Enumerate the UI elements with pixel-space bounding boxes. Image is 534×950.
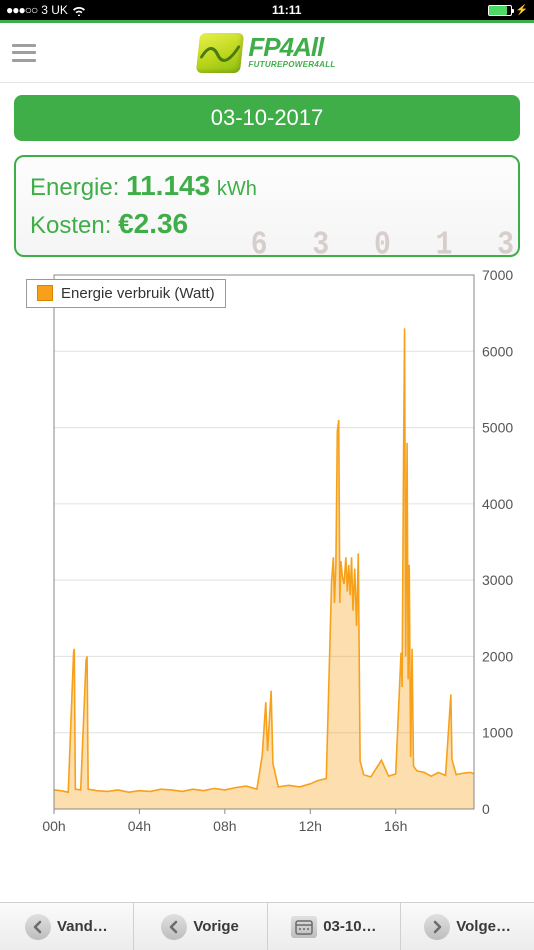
svg-text:16h: 16h (384, 818, 407, 834)
chart-legend: Energie verbruik (Watt) (26, 279, 226, 308)
chart-canvas: 0 1000 2000 3000 4000 5000 6000 7000 00h 04h 08h 12… (14, 269, 520, 855)
cost-label: Kosten: (30, 212, 111, 239)
signal-dots: ●●●○○ (6, 3, 37, 17)
nav-label: Vorige (193, 918, 239, 935)
nav-label: Volge… (456, 918, 511, 935)
svg-text:08h: 08h (213, 818, 236, 834)
nav-label: 03-10… (323, 918, 376, 935)
logo-badge-icon (196, 33, 244, 73)
charging-icon: ⚡ (516, 5, 528, 16)
calendar-icon (291, 916, 317, 938)
arrow-right-icon (424, 914, 450, 940)
brand-logo: FP4All FUTUREPOWER4ALL (36, 33, 498, 73)
brand-tagline: FUTUREPOWER4ALL (248, 60, 335, 69)
svg-text:3000: 3000 (482, 572, 513, 588)
status-bar: ●●●○○ 3 UK 11:11 ⚡ (0, 0, 534, 20)
svg-text:6000: 6000 (482, 343, 513, 359)
svg-text:0: 0 (482, 801, 490, 817)
app-header: FP4All FUTUREPOWER4ALL (0, 23, 534, 83)
energy-unit: kWh (217, 178, 257, 200)
svg-text:7000: 7000 (482, 269, 513, 283)
nav-btn-3[interactable]: Volge… (401, 903, 534, 950)
bottom-nav: Vand… Vorige 03-10… Volge… (0, 902, 534, 950)
carrier-label: 3 UK (41, 3, 68, 17)
energy-chart: 0 1000 2000 3000 4000 5000 6000 7000 00h 04h 08h 12… (14, 269, 520, 855)
svg-text:00h: 00h (42, 818, 65, 834)
nav-btn-1[interactable]: Vorige (134, 903, 268, 950)
energy-value: 11.143 (126, 170, 210, 201)
svg-text:12h: 12h (299, 818, 322, 834)
svg-text:4000: 4000 (482, 495, 513, 511)
nav-label: Vand… (57, 918, 108, 935)
cost-line: Kosten: €2.36 (30, 205, 504, 243)
cost-value: €2.36 (118, 208, 188, 239)
nav-btn-0[interactable]: Vand… (0, 903, 134, 950)
status-time: 11:11 (272, 3, 301, 17)
svg-text:04h: 04h (128, 818, 151, 834)
battery-icon (488, 5, 512, 16)
svg-text:5000: 5000 (482, 419, 513, 435)
energy-label: Energie: (30, 174, 119, 201)
arrow-left-icon (25, 914, 51, 940)
svg-text:1000: 1000 (482, 724, 513, 740)
menu-button[interactable] (12, 44, 36, 62)
date-pill[interactable]: 03-10-2017 (14, 95, 520, 141)
arrow-left-icon (161, 914, 187, 940)
nav-btn-2[interactable]: 03-10… (268, 903, 402, 950)
wifi-icon (72, 5, 86, 16)
legend-swatch-icon (37, 285, 53, 301)
energy-line: Energie: 11.143 kWh (30, 167, 504, 205)
summary-card: Energie: 11.143 kWh Kosten: €2.36 (14, 155, 520, 257)
legend-label: Energie verbruik (Watt) (61, 285, 215, 302)
svg-text:2000: 2000 (482, 648, 513, 664)
brand-name: FP4All (248, 36, 335, 59)
